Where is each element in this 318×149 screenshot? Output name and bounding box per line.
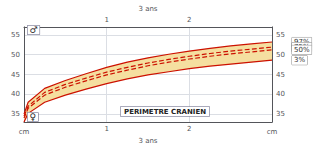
svg-text:35: 35 — [11, 110, 20, 118]
svg-text:97%: 97% — [294, 38, 310, 46]
svg-text:♂: ♂ — [30, 25, 38, 35]
svg-text:1: 1 — [104, 125, 108, 133]
svg-text:50: 50 — [11, 51, 20, 59]
svg-text:35: 35 — [276, 110, 285, 118]
svg-text:50%: 50% — [294, 46, 310, 54]
svg-text:45: 45 — [276, 71, 285, 79]
svg-text:40: 40 — [11, 90, 20, 98]
svg-text:1: 1 — [104, 16, 108, 24]
svg-text:2: 2 — [187, 125, 191, 133]
svg-text:cm: cm — [267, 128, 278, 136]
svg-text:55: 55 — [276, 31, 285, 39]
svg-text:2: 2 — [187, 16, 191, 24]
svg-text:55: 55 — [11, 31, 20, 39]
svg-text:45: 45 — [11, 71, 20, 79]
svg-text:PERIMETRE CRANIEN: PERIMETRE CRANIEN — [124, 108, 206, 116]
svg-text:50: 50 — [276, 51, 285, 59]
svg-text:40: 40 — [276, 90, 285, 98]
svg-text:3 ans: 3 ans — [138, 5, 157, 13]
svg-text:3%: 3% — [294, 56, 305, 64]
svg-text:3 ans: 3 ans — [138, 137, 157, 145]
svg-text:♀: ♀ — [30, 112, 37, 122]
svg-text:cm: cm — [19, 128, 30, 136]
